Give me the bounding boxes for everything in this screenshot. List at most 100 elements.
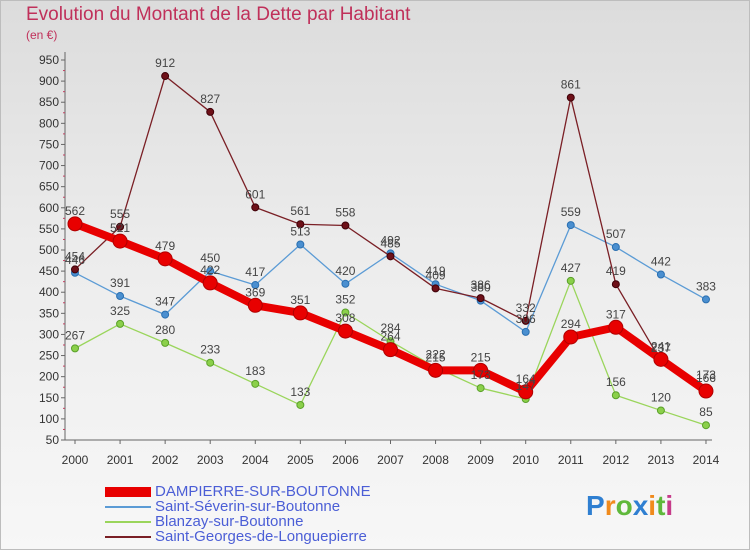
data-point <box>341 279 350 288</box>
legend-swatch <box>105 487 151 497</box>
data-label: 555 <box>110 207 130 221</box>
data-point <box>518 384 534 400</box>
data-label: 147 <box>516 379 536 393</box>
x-tick-label: 2012 <box>602 453 629 467</box>
data-label: 558 <box>335 206 355 220</box>
data-label: 479 <box>155 239 175 253</box>
data-label: 237 <box>651 341 671 355</box>
x-tick-label: 2009 <box>467 453 494 467</box>
y-tick-label: 300 <box>39 327 59 341</box>
data-label: 409 <box>426 268 446 282</box>
data-label: 308 <box>335 311 355 325</box>
data-point <box>161 72 170 81</box>
data-point <box>656 406 665 415</box>
data-label: 485 <box>380 236 400 250</box>
data-point <box>206 267 215 276</box>
data-label: 391 <box>110 276 130 290</box>
x-tick-label: 2004 <box>242 453 269 467</box>
data-label: 325 <box>110 304 130 318</box>
y-tick-label: 250 <box>39 349 59 363</box>
data-label: 454 <box>65 249 85 263</box>
data-point <box>341 308 350 317</box>
data-label: 559 <box>561 205 581 219</box>
data-point <box>608 319 624 335</box>
data-label: 912 <box>155 56 175 70</box>
x-tick-label: 2007 <box>377 453 404 467</box>
data-point <box>251 281 260 290</box>
data-point <box>67 216 83 232</box>
legend-item: Saint-Georges-de-Longuepierre <box>105 528 435 546</box>
y-tick-label: 600 <box>39 201 59 215</box>
x-tick-label: 2013 <box>648 453 675 467</box>
x-tick-label: 2000 <box>62 453 89 467</box>
data-label: 173 <box>696 368 716 382</box>
legend-label: Blanzay-sur-Boutonne <box>155 513 304 530</box>
data-point <box>566 221 575 230</box>
line-chart: 50 100 150 200 250 300 350 400 450 500 550 600 650 70… <box>39 52 720 467</box>
x-tick-label: 2006 <box>332 453 359 467</box>
data-point <box>296 240 305 249</box>
legend-item: Blanzay-sur-Boutonne <box>105 513 435 531</box>
data-point <box>206 358 215 367</box>
x-tick-label: 2002 <box>152 453 179 467</box>
data-point <box>202 275 218 291</box>
legend-swatch <box>105 521 151 523</box>
y-tick-label: 150 <box>39 391 59 405</box>
data-point <box>386 252 395 261</box>
data-point <box>563 329 579 345</box>
data-label: 306 <box>516 312 536 326</box>
data-label: 156 <box>606 375 626 389</box>
data-label: 317 <box>606 307 626 321</box>
data-label: 222 <box>426 347 446 361</box>
data-label: 827 <box>200 92 220 106</box>
data-point <box>161 338 170 347</box>
data-label: 347 <box>155 295 175 309</box>
data-point <box>251 379 260 388</box>
data-label: 562 <box>65 204 85 218</box>
data-label: 369 <box>245 285 265 299</box>
data-label: 280 <box>155 323 175 337</box>
data-label: 173 <box>471 368 491 382</box>
data-label: 267 <box>65 328 85 342</box>
data-label: 183 <box>245 364 265 378</box>
y-tick-label: 700 <box>39 159 59 173</box>
data-point <box>296 220 305 229</box>
data-label: 383 <box>696 279 716 293</box>
data-label: 420 <box>335 264 355 278</box>
data-label: 133 <box>290 385 310 399</box>
data-point <box>566 276 575 285</box>
data-label: 294 <box>561 317 581 331</box>
y-tick-label: 350 <box>39 306 59 320</box>
data-label: 422 <box>200 263 220 277</box>
data-label: 417 <box>245 265 265 279</box>
legend-label: Saint-Séverin-sur-Boutonne <box>155 498 341 515</box>
data-label: 351 <box>290 293 310 307</box>
y-tick-label: 400 <box>39 285 59 299</box>
data-label: 215 <box>426 350 446 364</box>
data-point <box>611 391 620 400</box>
data-label: 492 <box>380 233 400 247</box>
data-label: 513 <box>290 225 310 239</box>
data-label: 561 <box>290 204 310 218</box>
data-point <box>206 107 215 116</box>
legend-swatch <box>105 506 151 508</box>
legend-label: DAMPIERRE-SUR-BOUTONNE <box>155 483 371 500</box>
data-label: 85 <box>699 405 713 419</box>
data-label: 352 <box>335 292 355 306</box>
data-label: 427 <box>561 261 581 275</box>
legend-label: Saint-Georges-de-Longuepierre <box>155 528 367 545</box>
data-point <box>296 400 305 409</box>
data-point <box>473 362 489 378</box>
data-label: 164 <box>516 372 536 386</box>
x-tick-label: 2008 <box>422 453 449 467</box>
data-point <box>382 342 398 358</box>
data-label: 264 <box>380 330 400 344</box>
data-label: 380 <box>471 281 491 295</box>
data-point <box>112 233 128 249</box>
x-tick-label: 2014 <box>693 453 720 467</box>
y-tick-label: 750 <box>39 137 59 151</box>
data-point <box>247 297 263 313</box>
data-label: 215 <box>471 350 491 364</box>
y-tick-label: 100 <box>39 412 59 426</box>
data-point <box>611 243 620 252</box>
